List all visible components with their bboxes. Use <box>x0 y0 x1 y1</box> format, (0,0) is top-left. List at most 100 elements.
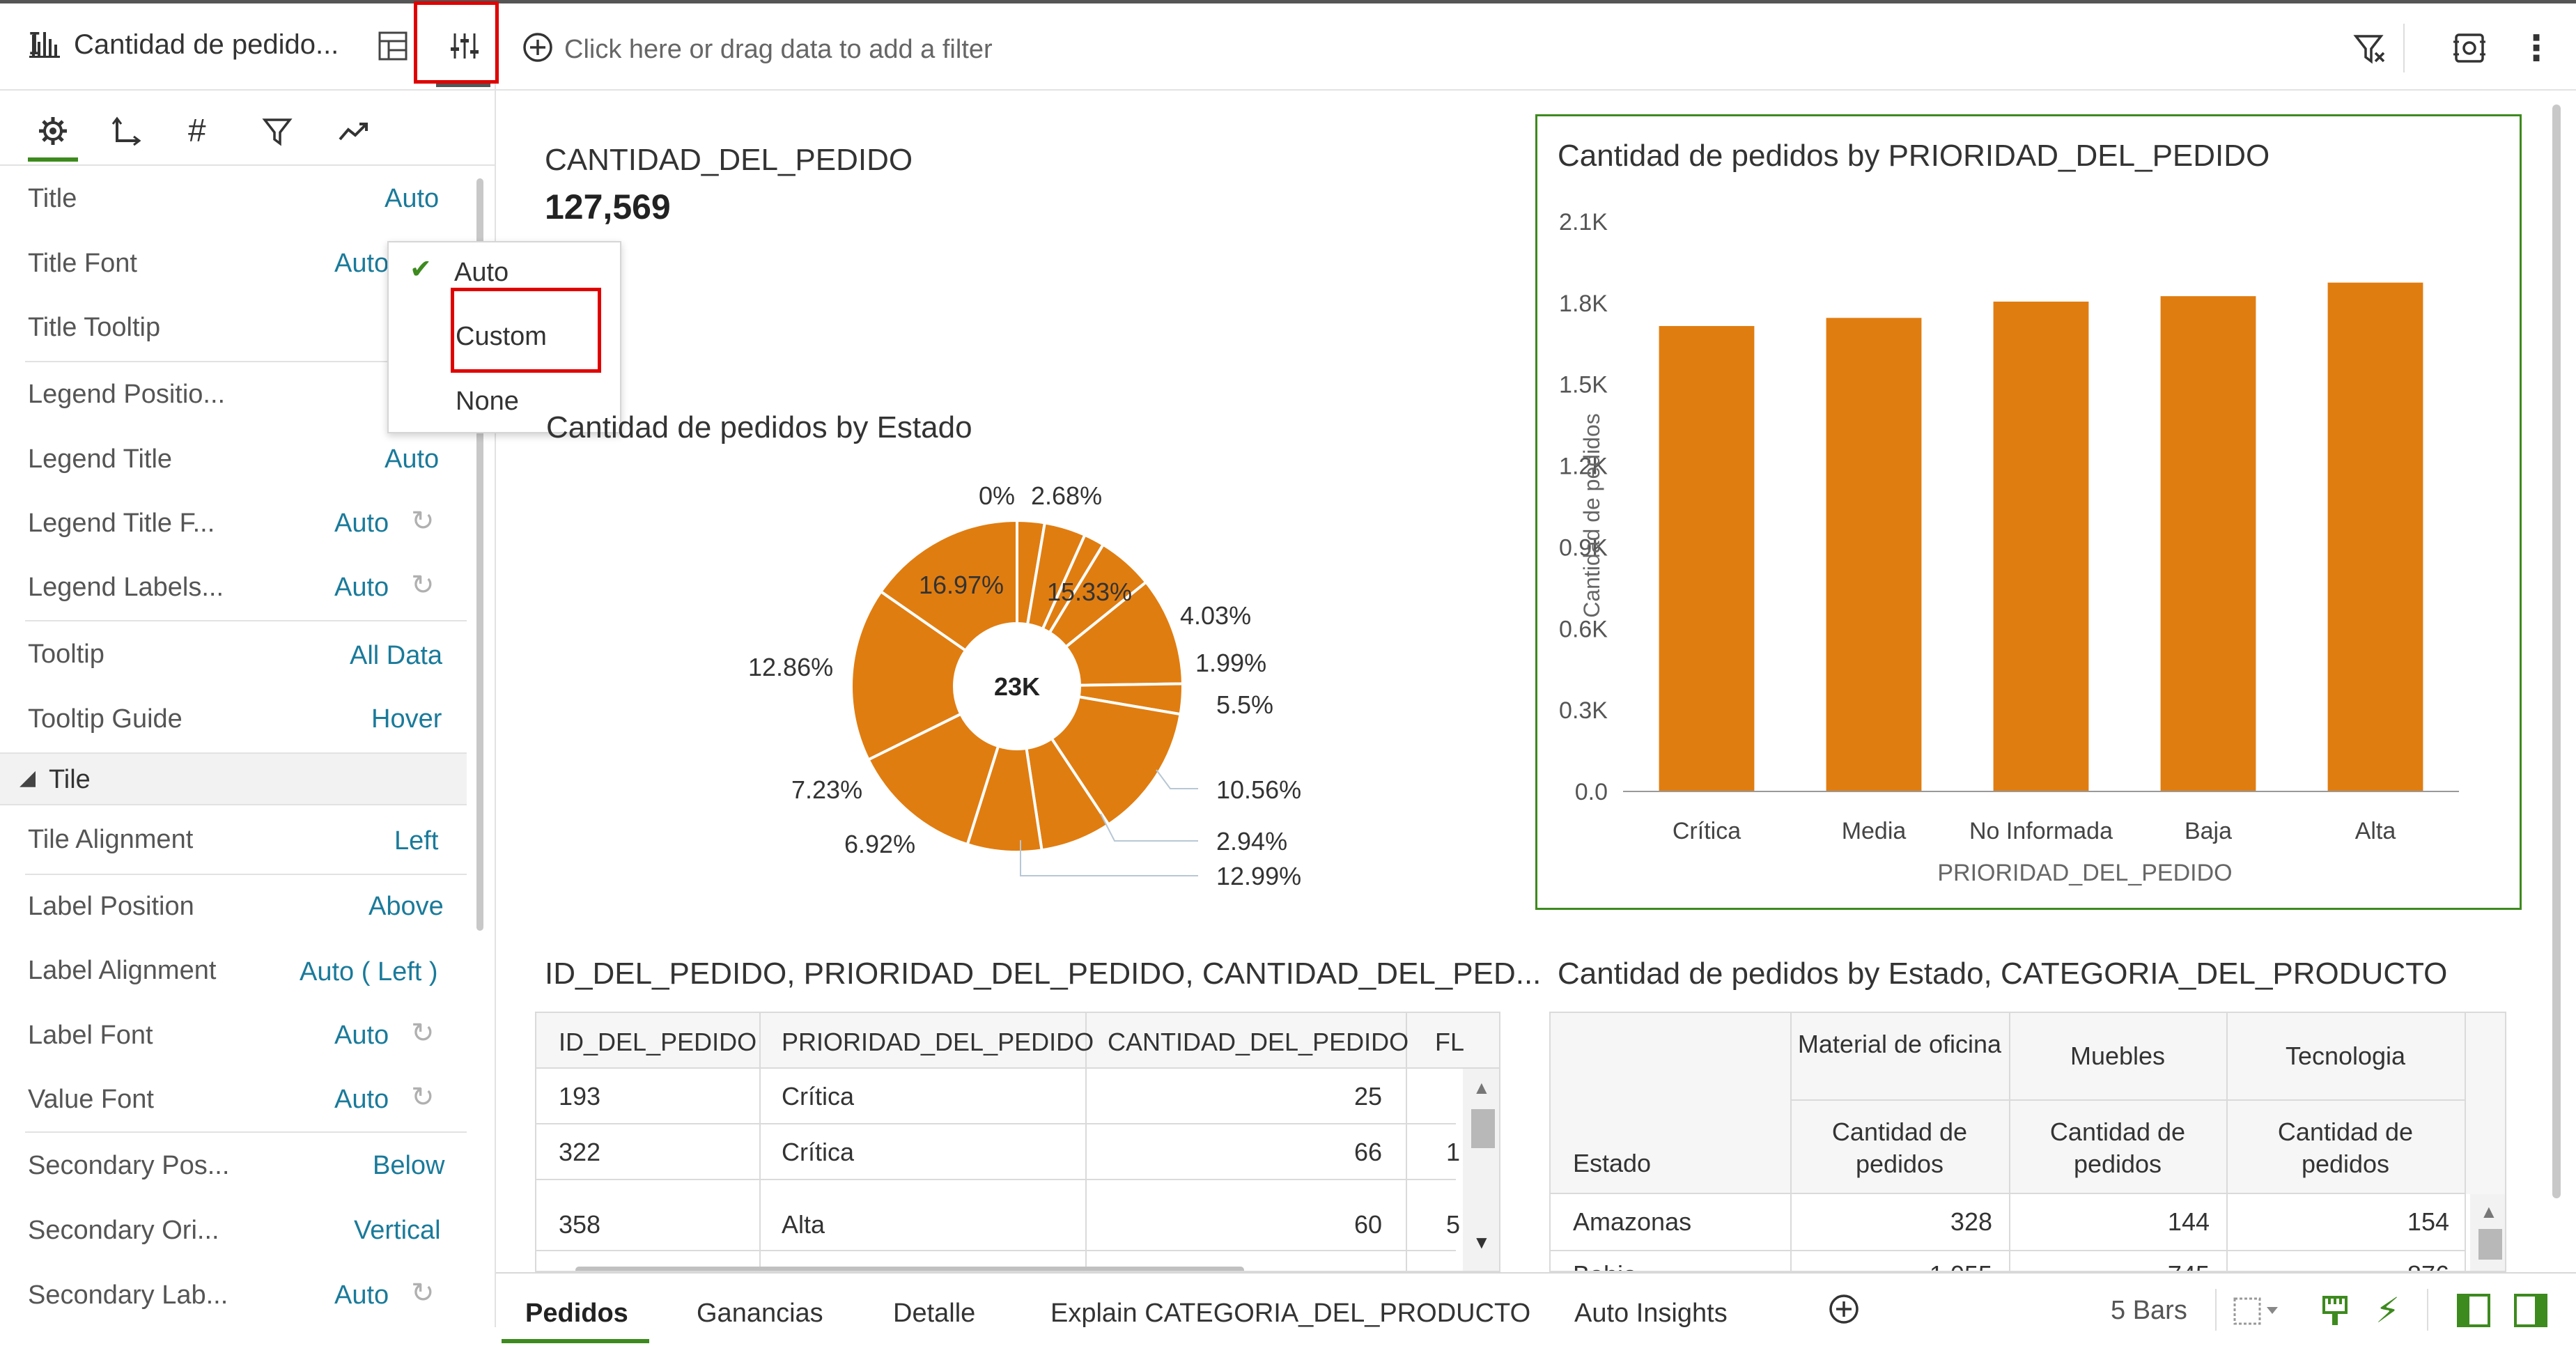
lightning-icon[interactable]: ⚡ <box>2375 1291 2400 1330</box>
prop-tooltip-value[interactable]: All Data <box>350 641 443 670</box>
canvas-scrollbar[interactable] <box>2552 105 2561 1198</box>
tab-auto-insights[interactable]: Auto Insights <box>1574 1299 1728 1328</box>
highlight-box-custom <box>451 288 601 373</box>
collapse-triangle-icon[interactable]: ◢ <box>20 766 36 789</box>
scroll-up-icon[interactable]: ▲ <box>2480 1201 2498 1222</box>
prop-secondary-position-label: Secondary Pos... <box>28 1151 230 1180</box>
dropdown-option-custom[interactable]: Custom <box>456 322 547 351</box>
trend-icon[interactable] <box>337 116 371 149</box>
bar-no-informada[interactable] <box>1993 301 2089 791</box>
filter-placeholder[interactable]: Click here or drag data to add a filter <box>564 35 993 64</box>
prop-secondary-labels-value[interactable]: Auto <box>334 1281 389 1310</box>
reset-icon[interactable]: ↻ <box>411 1082 435 1113</box>
reset-icon[interactable]: ↻ <box>411 1278 435 1308</box>
prop-label-font-value[interactable]: Auto <box>334 1021 389 1050</box>
reset-icon[interactable]: ↻ <box>411 570 435 601</box>
prop-secondary-orientation-value[interactable]: Vertical <box>354 1216 441 1245</box>
table1-cell: 66 <box>1354 1138 1383 1166</box>
prop-label-position-value[interactable]: Above <box>368 892 444 921</box>
prop-title-font-value[interactable]: Auto <box>334 249 389 278</box>
prop-legend-labels-value[interactable]: Auto <box>334 573 389 602</box>
tile-section-header[interactable] <box>0 752 467 805</box>
table1-cell: Alta <box>782 1210 825 1239</box>
table1-header-cantidad[interactable]: CANTIDAD_DEL_PEDIDO <box>1108 1028 1409 1056</box>
row-separator <box>25 361 467 362</box>
axis-icon[interactable] <box>111 116 142 149</box>
grid-icon[interactable] <box>2233 1297 2282 1328</box>
prop-secondary-orientation-label: Secondary Ori... <box>28 1216 219 1245</box>
prop-legend-title-value[interactable]: Auto <box>385 444 440 474</box>
donut-label-2-94: 2.94% <box>1216 827 1288 856</box>
tab-ganancias[interactable]: Ganancias <box>697 1299 823 1328</box>
prop-tooltip-guide-value[interactable]: Hover <box>371 704 442 734</box>
pivot-vscroll-thumb[interactable] <box>2478 1229 2502 1260</box>
tab-detalle[interactable]: Detalle <box>893 1299 976 1328</box>
bar-baja[interactable] <box>2160 296 2256 792</box>
prop-value-font-value[interactable]: Auto <box>334 1085 389 1114</box>
scroll-down-icon[interactable]: ▼ <box>1473 1232 1491 1253</box>
properties-sliders-icon[interactable] <box>449 31 480 64</box>
hash-icon[interactable]: # <box>188 112 206 148</box>
scroll-up-icon[interactable]: ▲ <box>1473 1077 1491 1098</box>
status-divider <box>2215 1289 2217 1331</box>
y-tick-label: 0.6K <box>1559 616 1608 642</box>
viz-type-icon <box>28 28 61 64</box>
pivot-col-tecnologia[interactable]: Tecnologia <box>2285 1042 2406 1070</box>
pivot-cell: 745 <box>2009 1262 2210 1271</box>
donut-title: Cantidad de pedidos by Estado <box>546 410 972 444</box>
tab-pedidos[interactable]: Pedidos <box>525 1299 628 1328</box>
prop-label-alignment-value[interactable]: Auto ( Left ) <box>300 957 438 987</box>
table1-header-fl[interactable]: FL <box>1435 1028 1465 1056</box>
active-subtab-indicator <box>28 157 78 162</box>
reset-icon[interactable]: ↻ <box>411 506 435 536</box>
pivot-col-muebles[interactable]: Muebles <box>2070 1042 2166 1070</box>
donut-label-12-86: 12.86% <box>748 653 834 681</box>
tab-explain[interactable]: Explain CATEGORIA_DEL_PRODUCTO <box>1050 1299 1531 1328</box>
bar-chart-tile[interactable] <box>1535 114 2522 910</box>
pivot-header-bg <box>1551 1013 2505 1194</box>
viz-title[interactable]: Cantidad de pedido... <box>74 29 339 60</box>
table1-cell: 1 <box>1446 1138 1461 1166</box>
table1: ID_DEL_PEDIDO PRIORIDAD_DEL_PEDIDO CANTI… <box>535 1012 1500 1272</box>
bottom-tab-bar <box>496 1272 2576 1346</box>
canvas-settings-icon[interactable] <box>2452 31 2487 68</box>
donut-label-0: 0% <box>979 481 1016 510</box>
add-circle-icon[interactable] <box>522 32 553 65</box>
bar-crítica[interactable] <box>1659 325 1755 791</box>
brush-icon[interactable] <box>2320 1294 2350 1331</box>
filter-settings-icon[interactable] <box>2353 32 2387 68</box>
prop-title-value[interactable]: Auto <box>385 184 440 213</box>
pivot-row-header: Estado <box>1573 1149 1652 1177</box>
dropdown-option-auto[interactable]: Auto <box>454 258 509 287</box>
data-panel-icon[interactable] <box>378 31 408 64</box>
y-tick-label: 1.2K <box>1559 454 1608 480</box>
y-tick-label: 0.9K <box>1559 534 1608 561</box>
filter-icon[interactable] <box>262 116 293 149</box>
pivot-row-label: Amazonas <box>1573 1207 1692 1236</box>
status-divider <box>2427 1289 2428 1331</box>
donut-label-5-5: 5.5% <box>1216 690 1274 719</box>
left-panel-toggle-icon[interactable] <box>2456 1293 2491 1331</box>
gear-icon[interactable] <box>38 116 68 149</box>
prop-secondary-position-value[interactable]: Below <box>373 1151 445 1180</box>
table1-header-id[interactable]: ID_DEL_PEDIDO <box>559 1028 757 1056</box>
prop-value-font-label: Value Font <box>28 1085 154 1114</box>
prop-legend-title-font-value[interactable]: Auto <box>334 509 389 538</box>
prop-title-label: Title <box>28 184 77 213</box>
pivot-col-material[interactable]: Material de oficina <box>1797 1030 2002 1058</box>
table1-hscroll-thumb[interactable] <box>575 1267 1244 1271</box>
table1-header-prioridad[interactable]: PRIORIDAD_DEL_PEDIDO <box>782 1028 1094 1056</box>
table1-vscroll-thumb[interactable] <box>1471 1109 1495 1148</box>
table1-vscroll-track[interactable] <box>1463 1069 1499 1271</box>
panel-scrollbar[interactable] <box>476 178 483 931</box>
right-panel-toggle-icon[interactable] <box>2513 1293 2548 1331</box>
prop-tile-alignment-value[interactable]: Left <box>394 826 439 856</box>
prop-secondary-labels-label: Secondary Lab... <box>28 1281 228 1310</box>
bar-media[interactable] <box>1826 318 1922 791</box>
reset-icon[interactable]: ↻ <box>411 1018 435 1049</box>
dropdown-option-none[interactable]: None <box>456 387 519 416</box>
prop-title-tooltip-label: Title Tooltip <box>28 313 161 342</box>
bar-alta[interactable] <box>2327 282 2423 792</box>
add-tab-icon[interactable] <box>1828 1293 1860 1328</box>
more-vertical-icon[interactable]: ⋮ <box>2519 29 2554 68</box>
